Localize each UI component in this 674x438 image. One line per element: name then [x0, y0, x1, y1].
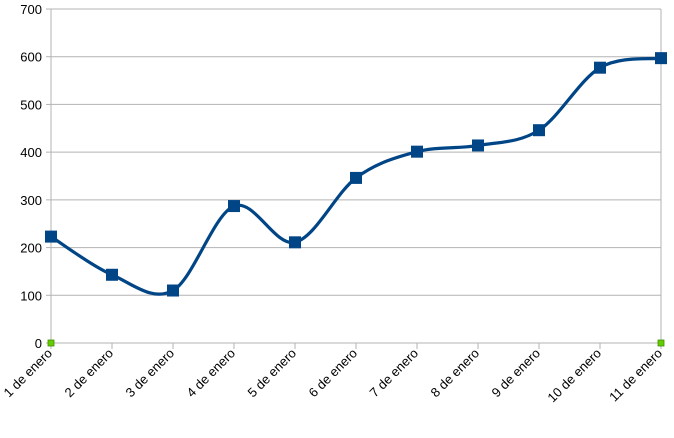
data-point-marker — [106, 268, 118, 281]
y-tick-label: 400 — [20, 145, 42, 160]
y-tick-labels: 0 100 200 300 400 500 600 700 — [20, 2, 42, 351]
x-tick-label: 1 de enero — [1, 346, 56, 401]
data-point-marker — [167, 284, 179, 297]
series-line — [50, 56, 662, 296]
x-tick-label: 4 de enero — [184, 346, 239, 401]
data-point-marker — [45, 230, 57, 243]
data-point-marker — [289, 236, 301, 249]
x-tick-label: 8 de enero — [428, 346, 483, 401]
y-tick-label: 100 — [20, 288, 42, 303]
data-point-marker — [655, 52, 667, 65]
y-tick-label: 600 — [20, 50, 42, 65]
data-point-marker — [594, 61, 606, 74]
axis-end-marker — [657, 339, 665, 347]
data-point-marker — [350, 171, 362, 184]
x-tick-labels: 1 de enero 2 de enero 3 de enero 4 de enero… — [1, 346, 666, 406]
y-tick-label: 200 — [20, 241, 42, 256]
axes — [46, 8, 665, 349]
y-tick-label: 700 — [20, 2, 42, 17]
data-point-marker — [228, 200, 240, 213]
x-tick-label: 9 de enero — [489, 346, 544, 401]
series — [45, 52, 667, 297]
y-tick-label: 300 — [20, 193, 42, 208]
data-point-marker — [472, 139, 484, 152]
x-tick-label: 10 de enero — [544, 346, 604, 406]
x-tick-label: 5 de enero — [245, 346, 300, 401]
x-tick-label: 6 de enero — [306, 346, 361, 401]
data-point-marker — [533, 124, 545, 137]
x-tick-label: 7 de enero — [367, 346, 422, 401]
x-tick-label: 2 de enero — [62, 346, 117, 401]
grid-lines — [51, 8, 661, 296]
y-tick-label: 0 — [35, 336, 42, 351]
x-tick-label: 3 de enero — [123, 346, 178, 401]
x-tick-label: 11 de enero — [606, 346, 665, 405]
y-tick-label: 500 — [20, 97, 42, 112]
axis-end-marker — [47, 339, 55, 347]
data-point-marker — [411, 145, 423, 158]
